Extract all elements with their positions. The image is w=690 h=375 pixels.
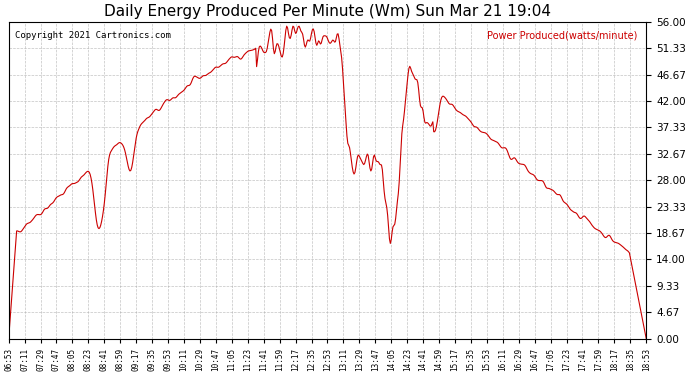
Title: Daily Energy Produced Per Minute (Wm) Sun Mar 21 19:04: Daily Energy Produced Per Minute (Wm) Su… [104,4,551,19]
Power Produced(watts/minute) [381,196,389,201]
Power Produced(watts/minute) [444,100,452,104]
Text: Copyright 2021 Cartronics.com: Copyright 2021 Cartronics.com [15,31,171,40]
Power Produced(watts/minute) [5,336,13,341]
Legend: Power Produced(watts/minute): Power Produced(watts/minute) [475,27,642,44]
Power Produced(watts/minute) [319,34,327,39]
Power Produced(watts/minute) [584,218,593,223]
Power Produced(watts/minute) [172,95,180,100]
Power Produced(watts/minute) [642,336,651,341]
Line: Power Produced(watts/minute): Power Produced(watts/minute) [9,26,647,339]
Power Produced(watts/minute) [144,115,152,120]
Power Produced(watts/minute) [283,24,291,28]
